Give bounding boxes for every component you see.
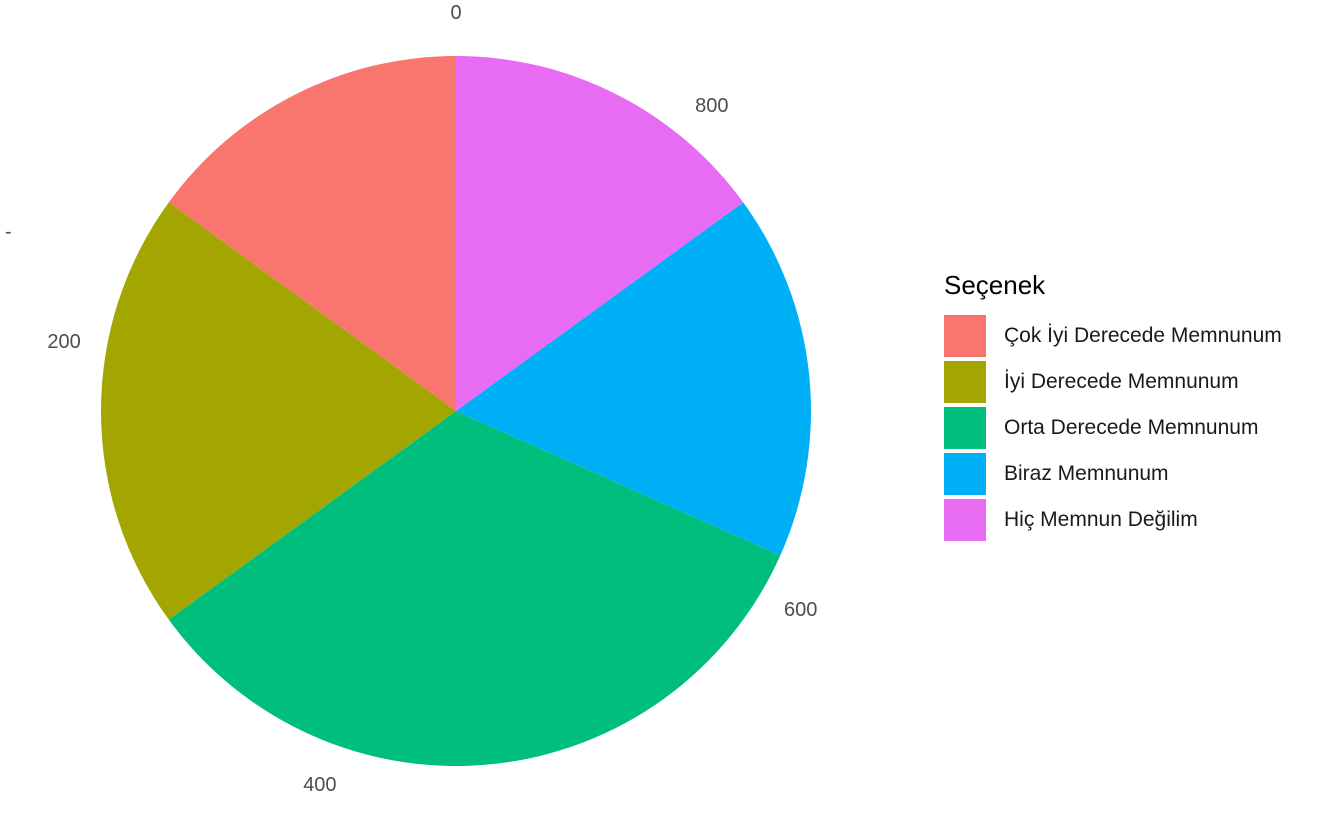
legend-item-biraz-memnunum: Biraz Memnunum xyxy=(944,451,1282,497)
y-axis-label: - xyxy=(5,221,12,243)
pie-slice-hic-memnun-degilim xyxy=(456,56,744,411)
legend-swatch xyxy=(944,407,986,449)
tick-label-200: 200 xyxy=(47,331,80,353)
legend-swatch xyxy=(944,499,986,541)
legend-swatch xyxy=(944,361,986,403)
legend: Seçenek Çok İyi Derecede Memnunum İyi Der… xyxy=(944,272,1282,543)
pie-slices xyxy=(100,56,811,766)
pie-tick-labels: 0 200 400 600 800 xyxy=(47,2,817,796)
pie-slice-biraz-memnunum xyxy=(456,202,811,556)
tick-label-0: 0 xyxy=(450,2,461,24)
legend-item-iyi-derecede-memnunum: İyi Derecede Memnunum xyxy=(944,359,1282,405)
legend-label: İyi Derecede Memnunum xyxy=(1004,370,1239,393)
legend-label: Biraz Memnunum xyxy=(1004,462,1169,485)
legend-label: Çok İyi Derecede Memnunum xyxy=(1004,324,1282,347)
legend-swatch xyxy=(944,453,986,495)
legend-item-orta-derecede-memnunum: Orta Derecede Memnunum xyxy=(944,405,1282,451)
pie-slice-cok-iyi-derecede-memnunum xyxy=(168,56,457,411)
legend-label: Orta Derecede Memnunum xyxy=(1004,416,1259,439)
tick-label-400: 400 xyxy=(303,774,336,796)
pie-slice-iyi-derecede-memnunum xyxy=(100,202,456,620)
legend-item-cok-iyi-derecede-memnunum: Çok İyi Derecede Memnunum xyxy=(944,313,1282,359)
tick-label-600: 600 xyxy=(784,599,817,621)
legend-item-hic-memnun-degilim: Hiç Memnun Değilim xyxy=(944,497,1282,543)
pie-chart: 0 200 400 600 800 - xyxy=(5,2,817,796)
legend-swatch xyxy=(944,315,986,357)
pie-slice-orta-derecede-memnunum xyxy=(168,411,781,766)
legend-items: Çok İyi Derecede Memnunum İyi Derecede Me… xyxy=(944,313,1282,543)
legend-title: Seçenek xyxy=(944,270,1046,300)
legend-label: Hiç Memnun Değilim xyxy=(1004,508,1198,531)
tick-label-800: 800 xyxy=(695,95,728,117)
